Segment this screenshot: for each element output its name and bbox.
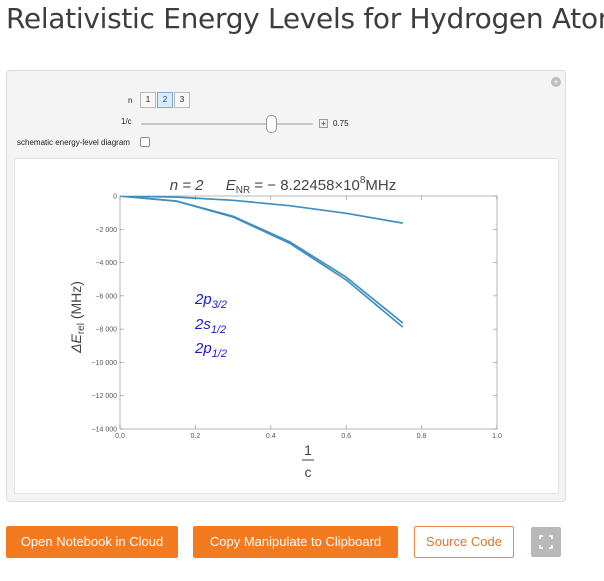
schematic-label: schematic energy-level diagram bbox=[17, 138, 130, 147]
chart-title: n = 2 ENR = − 8.22458×108MHz bbox=[170, 175, 397, 196]
page-title: Relativistic Energy Levels for Hydrogen … bbox=[6, 2, 604, 35]
energy-chart: 0.0 0.2 0.4 0.6 0.8 1.0 0 −2 000 −4 000 −6 000 −8 … bbox=[68, 175, 502, 480]
x-axis-label: 1 c bbox=[302, 442, 314, 480]
c-slider-label: 1/c bbox=[121, 117, 132, 126]
y-tick-label: −6 000 bbox=[95, 293, 117, 300]
source-code-button[interactable]: Source Code bbox=[414, 526, 514, 558]
svg-text:c: c bbox=[305, 464, 312, 480]
series-line-2p-1-2 bbox=[120, 196, 404, 328]
series-label-2p-3-2: 2p3/2 bbox=[194, 291, 227, 311]
n-option-1[interactable]: 1 bbox=[140, 92, 156, 108]
plus-icon[interactable]: + bbox=[551, 77, 561, 87]
y-tick-label: −4 000 bbox=[95, 260, 117, 267]
x-tick-label: 0.4 bbox=[266, 433, 276, 440]
y-tick-label: −14 000 bbox=[92, 427, 118, 434]
y-tick-label: −8 000 bbox=[95, 327, 117, 334]
series-label-2s-1-2: 2s1/2 bbox=[194, 316, 226, 336]
c-slider-thumb[interactable] bbox=[266, 115, 277, 133]
x-tick-label: 0.2 bbox=[191, 433, 201, 440]
x-tick-label: 1.0 bbox=[492, 433, 502, 440]
series-line-2p-3-2 bbox=[120, 196, 403, 224]
x-tick-label: 0.6 bbox=[341, 433, 351, 440]
schematic-checkbox[interactable] bbox=[140, 137, 150, 147]
plot-frame bbox=[119, 195, 498, 430]
plot-area: 0.0 0.2 0.4 0.6 0.8 1.0 0 −2 000 −4 000 −6 000 −8 … bbox=[14, 158, 559, 494]
manipulate-panel: + n 1 2 3 1/c + 0.75 schematic energy-le… bbox=[6, 70, 566, 502]
x-tick-label: 0.8 bbox=[417, 433, 427, 440]
n-option-3[interactable]: 3 bbox=[174, 92, 190, 108]
svg-text:1: 1 bbox=[304, 442, 312, 458]
n-option-2[interactable]: 2 bbox=[157, 92, 173, 108]
c-slider-value: 0.75 bbox=[333, 119, 349, 128]
y-axis-label: ΔErel (MHz) bbox=[68, 281, 87, 354]
copy-manipulate-to-clipboard-button[interactable]: Copy Manipulate to Clipboard bbox=[193, 526, 398, 558]
slider-plus-icon[interactable]: + bbox=[319, 119, 328, 128]
y-tick-label: −12 000 bbox=[92, 393, 118, 400]
y-tick-label: −10 000 bbox=[92, 360, 118, 367]
c-slider-track[interactable] bbox=[141, 123, 313, 125]
n-label: n bbox=[128, 96, 133, 105]
x-tick-label: 0.0 bbox=[115, 433, 125, 440]
open-notebook-in-cloud-button[interactable]: Open Notebook in Cloud bbox=[6, 526, 178, 558]
expand-icon[interactable] bbox=[531, 527, 561, 557]
y-tick-label: 0 bbox=[113, 194, 117, 201]
series-label-2p-1-2: 2p1/2 bbox=[194, 340, 227, 360]
y-tick-label: −2 000 bbox=[95, 227, 117, 234]
